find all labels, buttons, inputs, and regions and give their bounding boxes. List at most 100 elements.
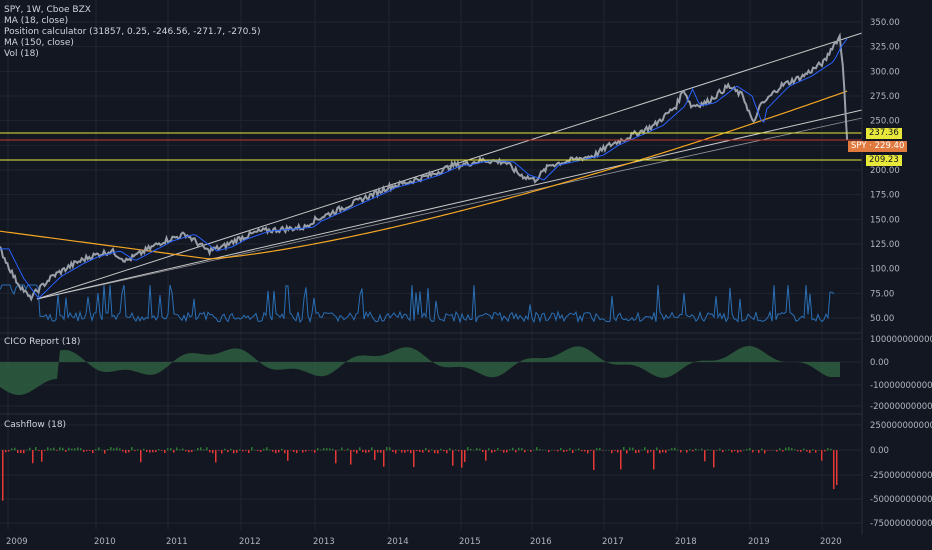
- cashflow-bar[interactable]: [548, 450, 550, 453]
- cashflow-bar[interactable]: [467, 447, 469, 451]
- cashflow-bar[interactable]: [497, 448, 499, 451]
- cashflow-bar[interactable]: [824, 450, 826, 452]
- cashflow-bar[interactable]: [767, 450, 769, 451]
- cashflow-bar[interactable]: [635, 450, 637, 454]
- cashflow-bar[interactable]: [704, 450, 706, 462]
- cashflow-bar[interactable]: [779, 448, 781, 451]
- cashflow-bar[interactable]: [191, 450, 193, 453]
- cashflow-bar[interactable]: [257, 450, 259, 452]
- cashflow-bar[interactable]: [590, 450, 592, 451]
- cashflow-bar[interactable]: [263, 448, 265, 451]
- cashflow-bar[interactable]: [206, 447, 208, 451]
- cashflow-bar[interactable]: [416, 450, 418, 452]
- cashflow-bar[interactable]: [302, 450, 304, 453]
- cashflow-bar[interactable]: [818, 449, 820, 451]
- cashflow-bar[interactable]: [644, 447, 646, 451]
- cashflow-bar[interactable]: [194, 449, 196, 451]
- cashflow-bar[interactable]: [491, 450, 493, 453]
- cashflow-bar[interactable]: [329, 448, 331, 451]
- cashflow-bar[interactable]: [440, 448, 442, 451]
- cashflow-bar[interactable]: [455, 449, 457, 451]
- cashflow-bar[interactable]: [506, 450, 508, 453]
- cashflow-bar[interactable]: [32, 450, 34, 464]
- cashflow-bar[interactable]: [35, 447, 37, 451]
- cashflow-bar[interactable]: [659, 450, 661, 454]
- cashflow-bar[interactable]: [485, 450, 487, 461]
- cashflow-bar[interactable]: [422, 450, 424, 453]
- cashflow-bar[interactable]: [509, 449, 511, 451]
- cashflow-bar[interactable]: [23, 450, 25, 454]
- cashflow-bar[interactable]: [65, 450, 67, 452]
- cashflow-bar[interactable]: [86, 450, 88, 452]
- cashflow-pane-title[interactable]: Cashflow (18): [4, 420, 67, 430]
- cashflow-bar[interactable]: [683, 449, 685, 451]
- cico-area[interactable]: [0, 346, 840, 395]
- cashflow-bar[interactable]: [836, 450, 838, 486]
- cashflow-bar[interactable]: [275, 450, 277, 454]
- cashflow-bar[interactable]: [425, 447, 427, 451]
- cashflow-bar[interactable]: [230, 448, 232, 451]
- cashflow-bar[interactable]: [68, 447, 70, 451]
- cashflow-bar[interactable]: [437, 450, 439, 454]
- cashflow-bar[interactable]: [452, 450, 454, 466]
- cashflow-bar[interactable]: [200, 447, 202, 451]
- cashflow-bar[interactable]: [755, 449, 757, 451]
- cashflow-bar[interactable]: [38, 450, 40, 452]
- cashflow-bar[interactable]: [524, 450, 526, 453]
- cashflow-bar[interactable]: [113, 448, 115, 451]
- cashflow-bar[interactable]: [326, 448, 328, 451]
- cashflow-bar[interactable]: [638, 450, 640, 453]
- cashflow-bar[interactable]: [290, 450, 292, 451]
- indicator-ma150[interactable]: MA (150, close): [4, 38, 74, 48]
- cashflow-bar[interactable]: [167, 448, 169, 451]
- cashflow-bar[interactable]: [386, 447, 388, 451]
- cashflow-bar[interactable]: [332, 448, 334, 451]
- cashflow-bar[interactable]: [149, 450, 151, 453]
- cashflow-bar[interactable]: [389, 447, 391, 451]
- cashflow-bar[interactable]: [122, 450, 124, 452]
- cashflow-bar[interactable]: [266, 447, 268, 451]
- cashflow-bar[interactable]: [776, 450, 778, 452]
- cashflow-bar[interactable]: [596, 448, 598, 451]
- cashflow-bar[interactable]: [134, 450, 136, 452]
- cashflow-bar[interactable]: [536, 447, 538, 451]
- cashflow-bar[interactable]: [17, 450, 19, 453]
- cashflow-bar[interactable]: [695, 448, 697, 451]
- indicator-ma18[interactable]: MA (18, close): [4, 16, 69, 26]
- cashflow-bar[interactable]: [314, 450, 316, 453]
- cashflow-bar[interactable]: [701, 448, 703, 451]
- cashflow-bar[interactable]: [656, 447, 658, 451]
- cashflow-bar[interactable]: [245, 450, 247, 451]
- cashflow-bar[interactable]: [299, 449, 301, 451]
- cashflow-bar[interactable]: [89, 450, 91, 451]
- cashflow-bar[interactable]: [269, 449, 271, 451]
- cashflow-bar[interactable]: [44, 450, 46, 451]
- volume-series[interactable]: [0, 284, 835, 324]
- cashflow-bar[interactable]: [59, 447, 61, 451]
- cashflow-bar[interactable]: [185, 450, 187, 452]
- cashflow-bar[interactable]: [47, 447, 49, 451]
- cashflow-bar[interactable]: [443, 450, 445, 452]
- cashflow-bar[interactable]: [503, 450, 505, 453]
- cashflow-bar[interactable]: [446, 450, 448, 454]
- cashflow-bar[interactable]: [500, 450, 502, 451]
- cashflow-bar[interactable]: [800, 450, 802, 452]
- cashflow-bar[interactable]: [338, 449, 340, 451]
- cashflow-bar[interactable]: [350, 450, 352, 465]
- cashflow-bar[interactable]: [473, 449, 475, 451]
- cashflow-bar[interactable]: [431, 449, 433, 451]
- cashflow-bar[interactable]: [26, 449, 28, 451]
- cashflow-bar[interactable]: [164, 450, 166, 453]
- cashflow-bar[interactable]: [668, 449, 670, 451]
- cashflow-bar[interactable]: [515, 450, 517, 453]
- x-axis[interactable]: 2009 2010 2011 2012 2013 2014 2015 2016 2017 2018…: [6, 537, 842, 547]
- cashflow-bar[interactable]: [98, 447, 100, 451]
- cashflow-bar[interactable]: [272, 450, 274, 452]
- cashflow-bar[interactable]: [359, 447, 361, 451]
- cashflow-bar[interactable]: [560, 448, 562, 451]
- cashflow-bar[interactable]: [215, 450, 217, 463]
- cashflow-bar[interactable]: [587, 450, 589, 454]
- cashflow-bar[interactable]: [251, 447, 253, 451]
- cashflow-bar[interactable]: [629, 447, 631, 451]
